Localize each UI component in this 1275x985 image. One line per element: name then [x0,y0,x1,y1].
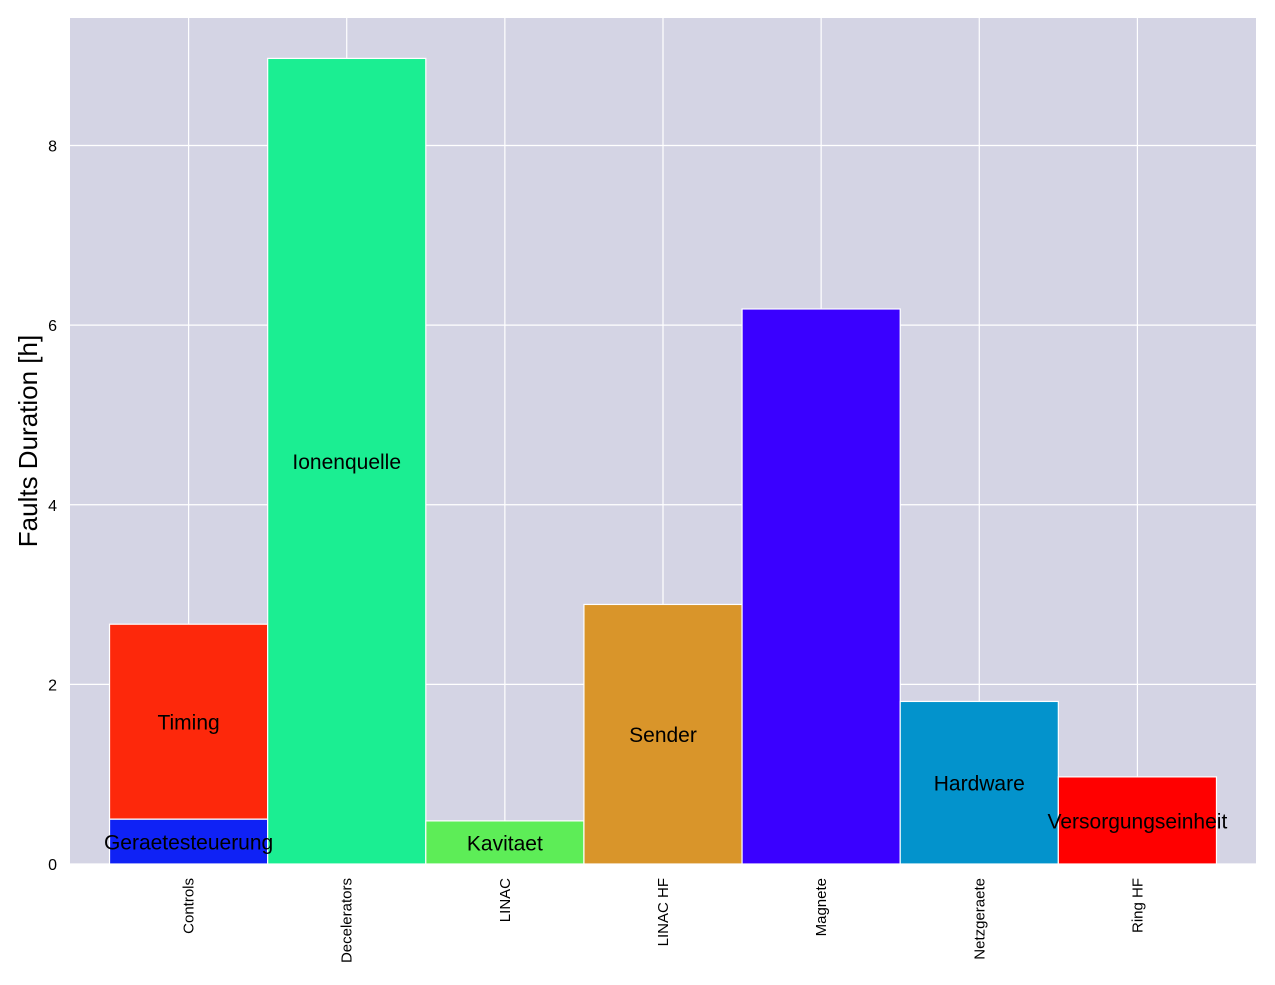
bar-segment [583,603,743,865]
bar-segment-label: Sender [629,724,697,747]
x-tick-label: Netzgeraete [971,878,988,960]
bar-segment [108,818,269,865]
bar-segment-label: Timing [157,712,219,735]
bar-segment [1057,776,1218,865]
x-tick-label: Magnete [813,878,830,936]
y-tick-label: 8 [48,139,57,156]
bar-segment-label: Ionenquelle [292,451,401,474]
bar-segment-label: Hardware [934,773,1025,796]
y-tick-label: 6 [48,318,57,335]
x-tick-label: Controls [181,878,198,934]
x-tick-label: LINAC [497,878,514,922]
bar-segment-label: Kavitaet [467,832,543,855]
bar-segment-label: Versorgungseinheit [1048,810,1228,833]
x-tick-label: LINAC HF [655,878,672,946]
x-tick-label: Decelerators [339,878,356,963]
y-tick-label: 0 [48,857,57,874]
bars [108,57,1218,865]
bar-segment-label: Geraetesteuerung [104,832,273,855]
x-axis-ticks: Controls Decelerators LINAC LINAC HF Magnete… [181,878,1147,963]
bar-segment [741,308,901,865]
y-axis-ticks: 0 2 4 6 8 [48,139,57,874]
bar-segment [267,57,427,865]
bar-segment [899,700,1059,865]
x-tick-label: Ring HF [1129,878,1146,933]
y-tick-label: 4 [48,498,57,515]
y-tick-label: 2 [48,677,57,694]
bar-segment [425,820,585,865]
y-axis-label: Faults Duration [h] [13,335,43,547]
bar-labels: Geraetesteuerung Timing Ionenquelle Kavitae… [104,451,1228,855]
